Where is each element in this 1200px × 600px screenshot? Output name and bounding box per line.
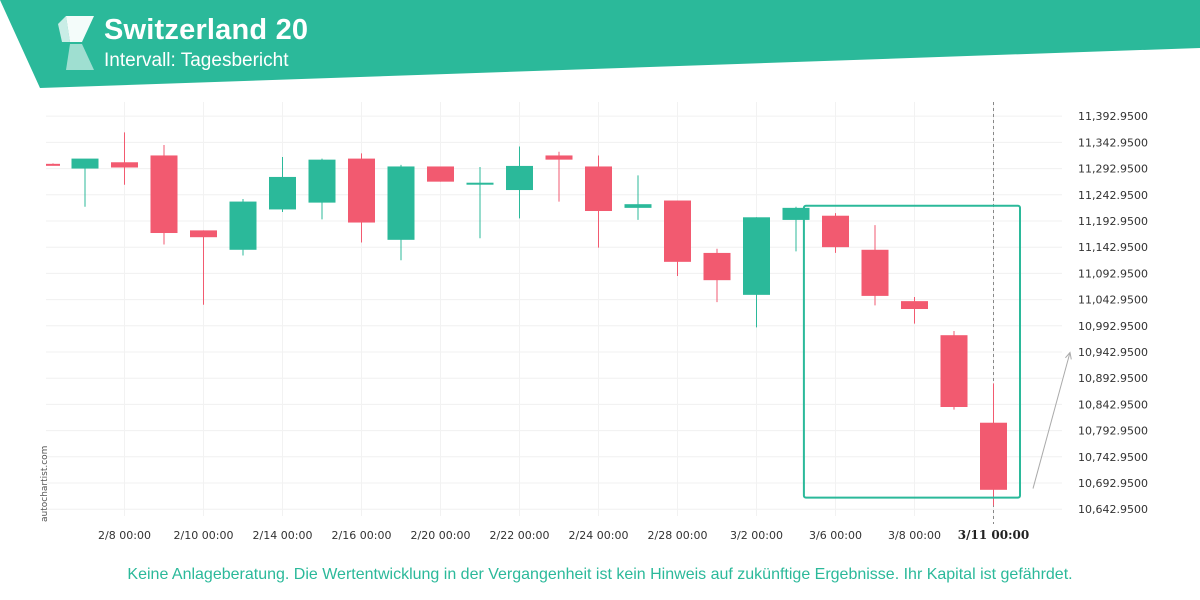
projection-arrow-head xyxy=(1065,351,1072,360)
watermark: autochartist.com xyxy=(40,445,50,522)
candle-down xyxy=(427,166,454,182)
candle-body xyxy=(190,230,217,238)
candle-body xyxy=(506,165,533,191)
candle-down xyxy=(901,296,928,324)
candle-down xyxy=(111,132,138,185)
x-tick-label: 3/6 00:00 xyxy=(809,529,862,542)
grid-lines xyxy=(46,102,1062,524)
candle-up xyxy=(308,158,336,220)
candle-body xyxy=(46,163,60,166)
candle-down xyxy=(585,155,612,248)
y-tick-label: 11,392.9500 xyxy=(1078,110,1148,123)
y-tick-label: 10,792.9500 xyxy=(1078,425,1148,438)
candle-body xyxy=(269,176,296,210)
interval-subtitle: Intervall: Tagesbericht xyxy=(104,50,289,71)
x-tick-label: 2/20 00:00 xyxy=(411,529,471,542)
candle-down xyxy=(940,331,968,410)
projection-arrow xyxy=(1032,352,1071,489)
y-tick-label: 10,992.9500 xyxy=(1078,320,1148,333)
candle-body xyxy=(229,201,257,250)
candle-down xyxy=(980,383,1007,506)
candle-body xyxy=(387,166,415,240)
y-tick-label: 10,842.9500 xyxy=(1078,398,1148,411)
y-tick-label: 10,742.9500 xyxy=(1078,451,1148,464)
pattern-rectangle xyxy=(802,204,1022,499)
candle-body xyxy=(466,182,494,185)
candle-body xyxy=(348,158,375,223)
candle-body xyxy=(664,200,691,262)
candle-down xyxy=(664,200,691,276)
y-tick-label: 10,942.9500 xyxy=(1078,346,1148,359)
pattern-overlay xyxy=(802,204,1072,499)
x-tick-label: 2/14 00:00 xyxy=(253,529,313,542)
candle-up xyxy=(71,158,99,207)
y-tick-label: 11,242.9500 xyxy=(1078,189,1148,202)
candle-up xyxy=(743,217,770,328)
candle-body xyxy=(150,155,178,234)
y-tick-label: 11,292.9500 xyxy=(1078,163,1148,176)
candle-body xyxy=(980,422,1007,490)
x-tick-label: 2/8 00:00 xyxy=(98,529,151,542)
candle-up xyxy=(466,166,494,239)
candle-body xyxy=(822,215,849,248)
x-tick-label: 2/28 00:00 xyxy=(648,529,708,542)
x-tick-label: 3/8 00:00 xyxy=(888,529,941,542)
candle-body xyxy=(585,166,612,212)
autochartist-s-logo xyxy=(58,16,94,70)
y-tick-label: 11,142.9500 xyxy=(1078,241,1148,254)
x-tick-label: 2/24 00:00 xyxy=(569,529,629,542)
candle-down xyxy=(822,213,849,253)
candle-up xyxy=(624,175,652,220)
x-tick-label: 3/11 00:00 xyxy=(958,528,1029,542)
candle-body xyxy=(111,162,138,168)
candle-body xyxy=(308,159,336,203)
candle-body xyxy=(743,217,770,295)
banner-background xyxy=(0,0,1200,88)
candle-body xyxy=(71,158,99,169)
candle-body xyxy=(940,335,968,407)
candle-up xyxy=(387,164,415,261)
candle-down xyxy=(190,230,217,305)
y-tick-label: 11,092.9500 xyxy=(1078,267,1148,280)
x-tick-label: 3/2 00:00 xyxy=(730,529,783,542)
x-axis-labels: 2/8 00:00 2/10 00:00 2/14 00:00 2/16 00:00 2… xyxy=(98,528,1029,542)
candle-up xyxy=(229,198,257,256)
y-tick-label: 11,192.9500 xyxy=(1078,215,1148,228)
candle-down xyxy=(150,144,178,245)
y-tick-label: 10,642.9500 xyxy=(1078,503,1148,516)
y-tick-label: 11,042.9500 xyxy=(1078,294,1148,307)
candles-group xyxy=(46,132,1007,506)
y-tick-label: 10,692.9500 xyxy=(1078,477,1148,490)
x-tick-label: 2/22 00:00 xyxy=(490,529,550,542)
candle-body xyxy=(427,166,454,182)
y-tick-label: 10,892.9500 xyxy=(1078,372,1148,385)
candle-down xyxy=(46,163,60,166)
candle-up xyxy=(782,206,810,252)
candle-down xyxy=(861,225,889,306)
candle-body xyxy=(545,155,573,160)
candle-body xyxy=(703,252,731,281)
x-tick-label: 2/16 00:00 xyxy=(332,529,392,542)
y-axis-labels: 11,392.9500 11,342.9500 11,292.9500 11,242.… xyxy=(1078,110,1148,516)
candle-up xyxy=(506,146,533,219)
candle-body xyxy=(901,301,928,309)
x-tick-label: 2/10 00:00 xyxy=(174,529,234,542)
candle-down xyxy=(545,151,573,202)
header-banner xyxy=(0,0,1200,88)
candle-body xyxy=(782,207,810,220)
candle-up xyxy=(269,157,296,213)
candle-down xyxy=(703,248,731,303)
candle-body xyxy=(624,204,652,208)
page-title: Switzerland 20 xyxy=(104,14,309,46)
candle-down xyxy=(348,153,375,243)
candle-body xyxy=(861,249,889,296)
disclaimer: Keine Anlageberatung. Die Wertentwicklun… xyxy=(127,566,1073,583)
y-tick-label: 11,342.9500 xyxy=(1078,136,1148,149)
